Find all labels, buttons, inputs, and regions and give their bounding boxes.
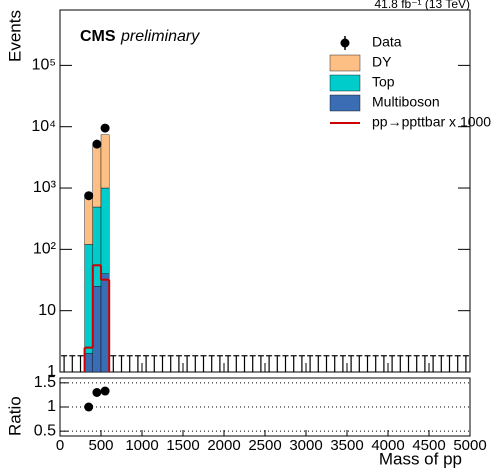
x-tick-label: 5000 (453, 437, 486, 454)
y-tick-label: 10² (33, 241, 57, 258)
y-axis-label: Events (5, 10, 24, 62)
stack-bar (100, 273, 110, 373)
legend-label: Top (372, 74, 395, 90)
main-frame (59, 9, 471, 373)
legend-label: pp→ppttbar x 1000 (372, 114, 491, 130)
x-tick-label: 3500 (330, 437, 363, 454)
x-axis-label: Mass of pp (379, 449, 462, 468)
ratio-point (92, 388, 102, 397)
x-tick-label: 500 (88, 437, 113, 454)
ratio-y-tick-label: 0.5 (34, 422, 56, 439)
chart-title: CMS (80, 28, 116, 45)
y-tick-label: 10⁴ (31, 118, 56, 135)
x-tick-label: 1000 (125, 437, 158, 454)
y-tick-label: 10⁵ (32, 57, 56, 74)
ratio-point (100, 386, 110, 396)
stack-bar (100, 187, 110, 274)
stack-bar (92, 145, 102, 208)
stack-bar (92, 206, 102, 287)
chart-subtitle: preliminary (120, 28, 200, 45)
stack-bar (92, 286, 102, 373)
x-tick-label: 4500 (412, 437, 445, 454)
data-point (100, 123, 110, 133)
x-tick-label: 4000 (371, 437, 404, 454)
x-tick-label: 3000 (289, 437, 322, 454)
legend-marker (340, 38, 350, 48)
legend-label: Multiboson (372, 94, 440, 110)
y-tick-label: 1 (47, 363, 56, 380)
x-tick-label: 2000 (207, 437, 240, 454)
y-tick-label: 10³ (33, 179, 57, 196)
stack-bar (84, 244, 93, 354)
ratio-axis-label: Ratio (5, 396, 24, 436)
data-point (84, 191, 94, 201)
ratio-point (84, 402, 94, 412)
x-tick-label: 0 (56, 437, 64, 454)
legend-swatch (329, 54, 361, 72)
lumi-label: 41.8 fb⁻¹ (13 TeV) (375, 0, 471, 11)
legend-swatch (329, 94, 361, 112)
data-point (92, 139, 102, 149)
ratio-y-tick-label: 1.5 (34, 374, 56, 391)
x-tick-label: 2500 (248, 437, 281, 454)
stack-bar (84, 195, 93, 245)
stack-bar (100, 134, 110, 189)
legend-label: Data (372, 34, 402, 50)
y-tick-label: 10 (38, 302, 56, 319)
stack-bar (84, 353, 93, 373)
ratio-y-tick-label: 1 (47, 398, 56, 415)
x-tick-label: 1500 (166, 437, 199, 454)
legend-label: DY (372, 54, 392, 70)
legend-swatch (329, 74, 361, 92)
